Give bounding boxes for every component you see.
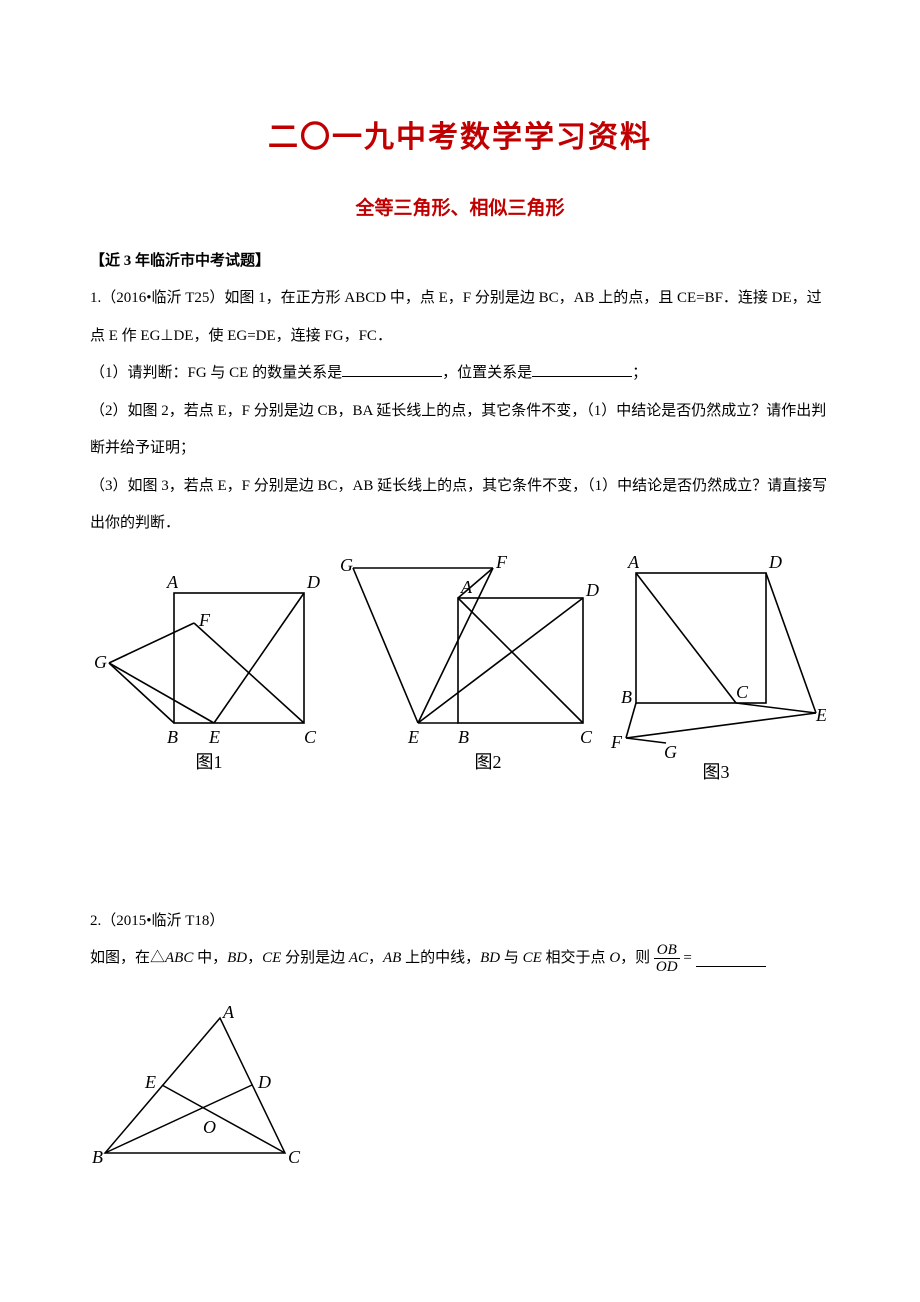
q1-line2: （1）请判断：FG 与 CE 的数量关系是 ，位置关系是 ； [90,355,830,393]
fig2-E: E [407,727,419,747]
blank-position [532,361,632,377]
q2-t6: 上的中线， [401,950,480,966]
fig1-D: D [306,572,320,592]
q2-t7: 与 [500,950,523,966]
q1-p2b: ，位置关系是 [442,365,532,381]
q1-p2c: ； [632,365,647,381]
fig3-C: C [736,682,749,702]
blank-answer [696,951,766,967]
q2-o: O [609,950,620,966]
q2-t4: 分别是边 [281,950,349,966]
fig1-B: B [167,727,178,747]
q1-p2a: （1）请判断：FG 与 CE 的数量关系是 [90,365,342,381]
fig3-A: A [627,553,640,572]
fig2-caption: 图2 [474,752,501,772]
fig1-caption: 图1 [195,752,222,772]
q2-bd: BD [227,950,247,966]
fig4-C: C [288,1147,301,1167]
q2-ce: CE [262,950,281,966]
fig1-C: C [304,727,317,747]
fig2-G: G [340,555,353,575]
fig3-B: B [621,687,632,707]
q2-eq: = [683,950,695,966]
q2-ac: AC [349,950,368,966]
blank-quantity [342,361,442,377]
figure-3: A D B C E F G 图3 [606,553,826,803]
q2-bd2: BD [480,950,500,966]
q2-t5: ， [368,950,383,966]
q2-t8: 相交于点 [542,950,610,966]
fig3-G: G [664,742,677,762]
fig2-D: D [585,580,599,600]
page-title-sub: 全等三角形、相似三角形 [90,185,830,233]
figure-4: A E D O B C [90,1003,310,1173]
q2-t1: 如图，在△ [90,950,165,966]
q1-line4: （3）如图 3，若点 E，F 分别是边 BC，AB 延长线上的点，其它条件不变，… [90,468,830,543]
fig1-G: G [94,652,107,672]
fig2-F: F [495,553,508,572]
fig1-A: A [166,572,179,592]
frac-den: OD [654,959,680,976]
q1-line1: 1.（2016•临沂 T25）如图 1，在正方形 ABCD 中，点 E，F 分别… [90,280,830,355]
fig4-O: O [203,1117,216,1137]
figure-2: G F A D E B C 图2 [328,553,603,803]
fig3-E: E [815,705,826,725]
fraction-ob-od: OB OD [654,942,680,976]
fig4-D: D [257,1072,271,1092]
figure-4-wrap: A E D O B C [90,1003,830,1189]
q2-line1: 2.（2015•临沂 T18） [90,903,830,941]
q2-t3: ， [247,950,262,966]
fig3-caption: 图3 [703,762,730,782]
q2-abc: ABC [165,950,193,966]
q2-line2: 如图，在△ABC 中，BD，CE 分别是边 AC，AB 上的中线，BD 与 CE… [90,940,830,978]
fig3-F: F [610,732,623,752]
fig1-F: F [198,610,211,630]
fig2-A: A [460,577,473,597]
figure-1: A D F G B E C 图1 [94,553,324,803]
page-title-main: 二〇一九中考数学学习资料 [90,100,830,175]
fig4-B: B [92,1147,103,1167]
q2-t9: ，则 [620,950,650,966]
q2-ce2: CE [523,950,542,966]
q1-line3: （2）如图 2，若点 E，F 分别是边 CB，BA 延长线上的点，其它条件不变，… [90,393,830,468]
q2-t2: 中， [193,950,227,966]
section-header: 【近 3 年临沂市中考试题】 [90,243,830,281]
fig4-E: E [144,1072,156,1092]
frac-num: OB [654,942,680,960]
q2-ab: AB [383,950,401,966]
fig4-A: A [222,1003,235,1022]
fig1-E: E [208,727,220,747]
fig2-C: C [580,727,593,747]
fig3-D: D [768,553,782,572]
figure-row-1: A D F G B E C 图1 G F A D E B C [90,553,830,803]
fig2-B: B [458,727,469,747]
